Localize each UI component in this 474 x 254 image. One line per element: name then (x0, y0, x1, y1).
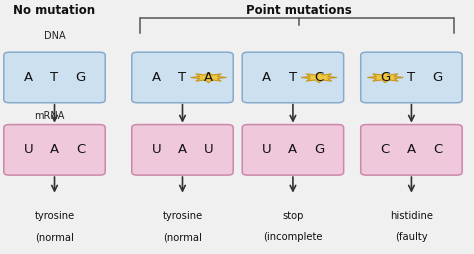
Text: G: G (432, 71, 443, 84)
Text: U: U (204, 143, 213, 156)
Polygon shape (367, 72, 403, 83)
Text: (incomplete: (incomplete (263, 232, 323, 242)
Text: (normal: (normal (163, 232, 202, 242)
FancyBboxPatch shape (242, 125, 344, 175)
Text: T: T (178, 71, 187, 84)
Text: T: T (50, 71, 59, 84)
Text: stop: stop (282, 211, 304, 221)
Text: G: G (75, 71, 86, 84)
FancyBboxPatch shape (132, 52, 233, 103)
Text: C: C (314, 71, 324, 84)
Polygon shape (191, 72, 227, 83)
Text: A: A (262, 71, 272, 84)
Text: mRNA: mRNA (35, 111, 65, 121)
Text: A: A (204, 71, 213, 84)
Text: C: C (76, 143, 85, 156)
Text: (normal: (normal (35, 232, 74, 242)
FancyBboxPatch shape (361, 52, 462, 103)
Text: G: G (314, 143, 324, 156)
FancyBboxPatch shape (4, 52, 105, 103)
Text: C: C (381, 143, 390, 156)
Text: DNA: DNA (44, 31, 65, 41)
Polygon shape (301, 72, 337, 83)
Text: T: T (289, 71, 297, 84)
Text: histidine: histidine (390, 211, 433, 221)
FancyBboxPatch shape (242, 52, 344, 103)
Text: A: A (24, 71, 33, 84)
Text: Point mutations: Point mutations (246, 4, 352, 17)
Text: (faulty: (faulty (395, 232, 428, 242)
Text: A: A (407, 143, 416, 156)
Text: G: G (380, 71, 391, 84)
Text: A: A (152, 71, 161, 84)
Text: tyrosine: tyrosine (35, 211, 74, 221)
Text: A: A (288, 143, 298, 156)
FancyBboxPatch shape (4, 125, 105, 175)
Text: C: C (433, 143, 442, 156)
Text: tyrosine: tyrosine (163, 211, 202, 221)
Text: U: U (152, 143, 161, 156)
Text: U: U (24, 143, 33, 156)
Text: A: A (178, 143, 187, 156)
Text: T: T (407, 71, 416, 84)
Text: U: U (262, 143, 272, 156)
Text: No mutation: No mutation (13, 4, 96, 17)
FancyBboxPatch shape (132, 125, 233, 175)
Text: A: A (50, 143, 59, 156)
FancyBboxPatch shape (361, 125, 462, 175)
